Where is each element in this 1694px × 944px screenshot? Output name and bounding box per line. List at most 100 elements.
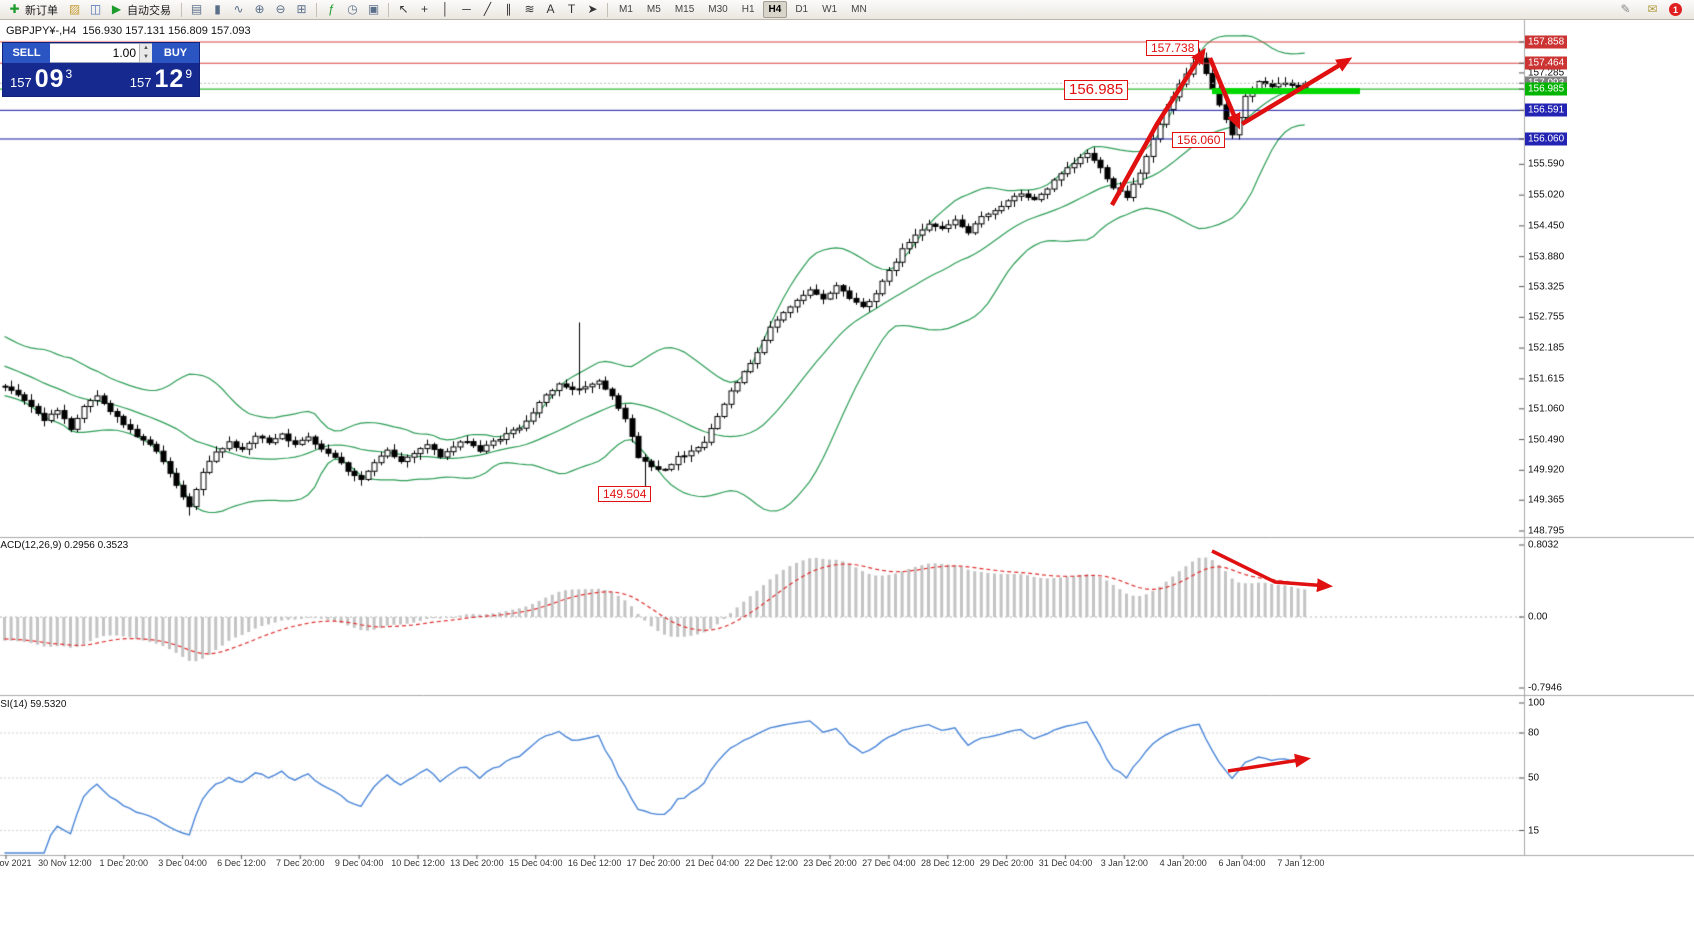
line-chart-icon[interactable]: ∿	[233, 2, 244, 16]
time-axis-label: 30 Nov 12:00	[38, 858, 92, 868]
chart-window-icon[interactable]: ▨	[68, 2, 81, 16]
time-axis-label: 26 Nov 2021	[0, 858, 32, 868]
timeframe-m1[interactable]: M1	[619, 4, 633, 15]
sell-price-pips: 09	[34, 65, 65, 93]
price-tick-label: 153.325	[1528, 281, 1565, 293]
autotrade-label[interactable]: 自动交易	[127, 4, 171, 17]
price-level-label: 157.858	[1525, 35, 1568, 49]
price-tick-label: 155.590	[1528, 158, 1565, 170]
sell-button[interactable]: SELL	[3, 43, 50, 63]
timeframe-h1[interactable]: H1	[741, 4, 755, 15]
rsi-scale-label: 80	[1528, 727, 1540, 739]
price-annotation: 149.504	[598, 486, 652, 503]
panel-separator-rsi[interactable]	[0, 693, 1694, 698]
price-annotation: 156.060	[1172, 132, 1226, 149]
time-axis-label: 17 Dec 20:00	[626, 858, 681, 868]
new-order-icon[interactable]: ✚	[9, 2, 20, 16]
chart-ohlc-title: GBPJPY¥-,H4 156.930 157.131 156.809 157.…	[6, 25, 251, 37]
timeframe-h4[interactable]: H4	[762, 1, 788, 18]
price-annotation: 156.985	[1064, 80, 1129, 100]
periods-icon[interactable]: ◷	[347, 2, 358, 16]
macd-scale-label: 0.8032	[1528, 539, 1559, 551]
price-tick-label: 149.365	[1528, 494, 1565, 506]
rsi-scale-label: 100	[1528, 697, 1545, 709]
sell-price[interactable]: 157 09 3	[10, 65, 72, 94]
price-tick-label: 155.020	[1528, 189, 1565, 201]
zoom-out-icon[interactable]: ⊖	[275, 2, 286, 16]
indicators-icon[interactable]: ƒ	[328, 2, 335, 16]
new-order-label[interactable]: 新订单	[25, 4, 58, 17]
volume-input[interactable]	[50, 44, 139, 62]
text-icon[interactable]: A	[546, 2, 555, 16]
macd-scale-label: -0.7946	[1528, 682, 1562, 694]
price-tick-label: 152.755	[1528, 311, 1565, 323]
time-axis-label: 21 Dec 04:00	[685, 858, 740, 868]
timeframe-m30[interactable]: M30	[708, 4, 728, 15]
horizontal-line-icon[interactable]: ─	[462, 2, 471, 16]
time-axis-label: 7 Jan 12:00	[1277, 858, 1325, 868]
fibonacci-icon[interactable]: ≋	[524, 2, 535, 16]
time-axis-label: 28 Dec 12:00	[920, 858, 975, 868]
buy-price[interactable]: 157 12 9	[130, 65, 192, 94]
candlestick-chart-icon[interactable]: ▮	[214, 2, 221, 16]
rsi-label: RSI(14) 59.5320	[0, 699, 67, 710]
price-tick-label: 149.920	[1528, 464, 1565, 476]
autotrade-icon[interactable]: ▶	[111, 2, 122, 16]
rsi-scale-label: 15	[1528, 825, 1540, 836]
zoom-in-icon[interactable]: ⊕	[254, 2, 265, 16]
time-axis-label: 29 Dec 20:00	[979, 858, 1034, 868]
templates-icon[interactable]: ▣	[367, 2, 380, 16]
time-axis-label: 31 Dec 04:00	[1038, 858, 1093, 868]
one-click-trading-widget: SELL ▲ ▼ BUY 157 09 3 157 12 9	[2, 42, 200, 97]
timeframe-w1[interactable]: W1	[822, 4, 838, 15]
time-axis-label: 16 Dec 12:00	[567, 858, 622, 868]
time-axis-label: 6 Dec 12:00	[217, 858, 266, 868]
time-axis-label: 1 Dec 20:00	[99, 858, 148, 868]
time-axis-label: 23 Dec 20:00	[803, 858, 857, 868]
sell-price-point: 3	[65, 67, 73, 81]
time-axis-label: 13 Dec 20:00	[450, 858, 504, 868]
buy-price-pips: 12	[154, 65, 185, 93]
price-tick-label: 152.185	[1528, 342, 1565, 354]
macd-scale-label: 0.00	[1528, 611, 1548, 623]
toolbar-separator	[607, 2, 608, 17]
mail-icon[interactable]: ✉	[1647, 2, 1658, 16]
vertical-line-icon[interactable]: │	[441, 2, 450, 16]
bar-chart-icon[interactable]: ▤	[190, 2, 203, 16]
panel-separator-macd[interactable]	[0, 535, 1694, 540]
crosshair-icon[interactable]: +	[420, 2, 428, 16]
price-level-label: 156.591	[1525, 103, 1568, 117]
profiles-icon[interactable]: ◫	[89, 2, 102, 16]
panel-separator-timeaxis[interactable]	[0, 853, 1694, 858]
volume-box: ▲ ▼	[50, 43, 152, 63]
volume-down-stepper[interactable]: ▼	[140, 53, 152, 62]
buy-price-point: 9	[185, 67, 192, 81]
cursor-icon[interactable]: ↖	[398, 2, 409, 16]
edit-icon[interactable]: ✎	[1620, 2, 1631, 16]
timeframe-mn[interactable]: MN	[851, 4, 867, 15]
timeframe-m15[interactable]: M15	[674, 4, 695, 15]
toolbar-separator	[316, 2, 317, 17]
price-level-label: 157.464	[1525, 56, 1568, 70]
toolbar-separator	[181, 2, 182, 17]
toolbar-separator	[388, 2, 389, 17]
trendline-icon[interactable]: ╱	[483, 2, 492, 16]
time-axis-label: 6 Jan 04:00	[1218, 858, 1266, 868]
timeframe-m5[interactable]: M5	[646, 4, 661, 15]
price-tick-label: 148.795	[1528, 525, 1565, 537]
time-axis-label: 10 Dec 12:00	[391, 858, 445, 868]
notification-badge[interactable]: 1	[1669, 3, 1682, 16]
timeframe-d1[interactable]: D1	[795, 4, 809, 15]
buy-button[interactable]: BUY	[152, 43, 199, 63]
time-axis-label: 3 Dec 04:00	[158, 858, 207, 868]
time-axis-label: 27 Dec 04:00	[862, 858, 916, 868]
label-icon[interactable]: T	[567, 2, 576, 16]
price-tick-label: 153.880	[1528, 251, 1565, 263]
arrows-tool-icon[interactable]: ➤	[587, 2, 598, 16]
volume-up-stepper[interactable]: ▲	[140, 44, 152, 53]
channel-icon[interactable]: ∥	[505, 2, 512, 16]
time-axis-label: 7 Dec 20:00	[276, 858, 325, 868]
tile-windows-icon[interactable]: ⊞	[296, 2, 307, 16]
